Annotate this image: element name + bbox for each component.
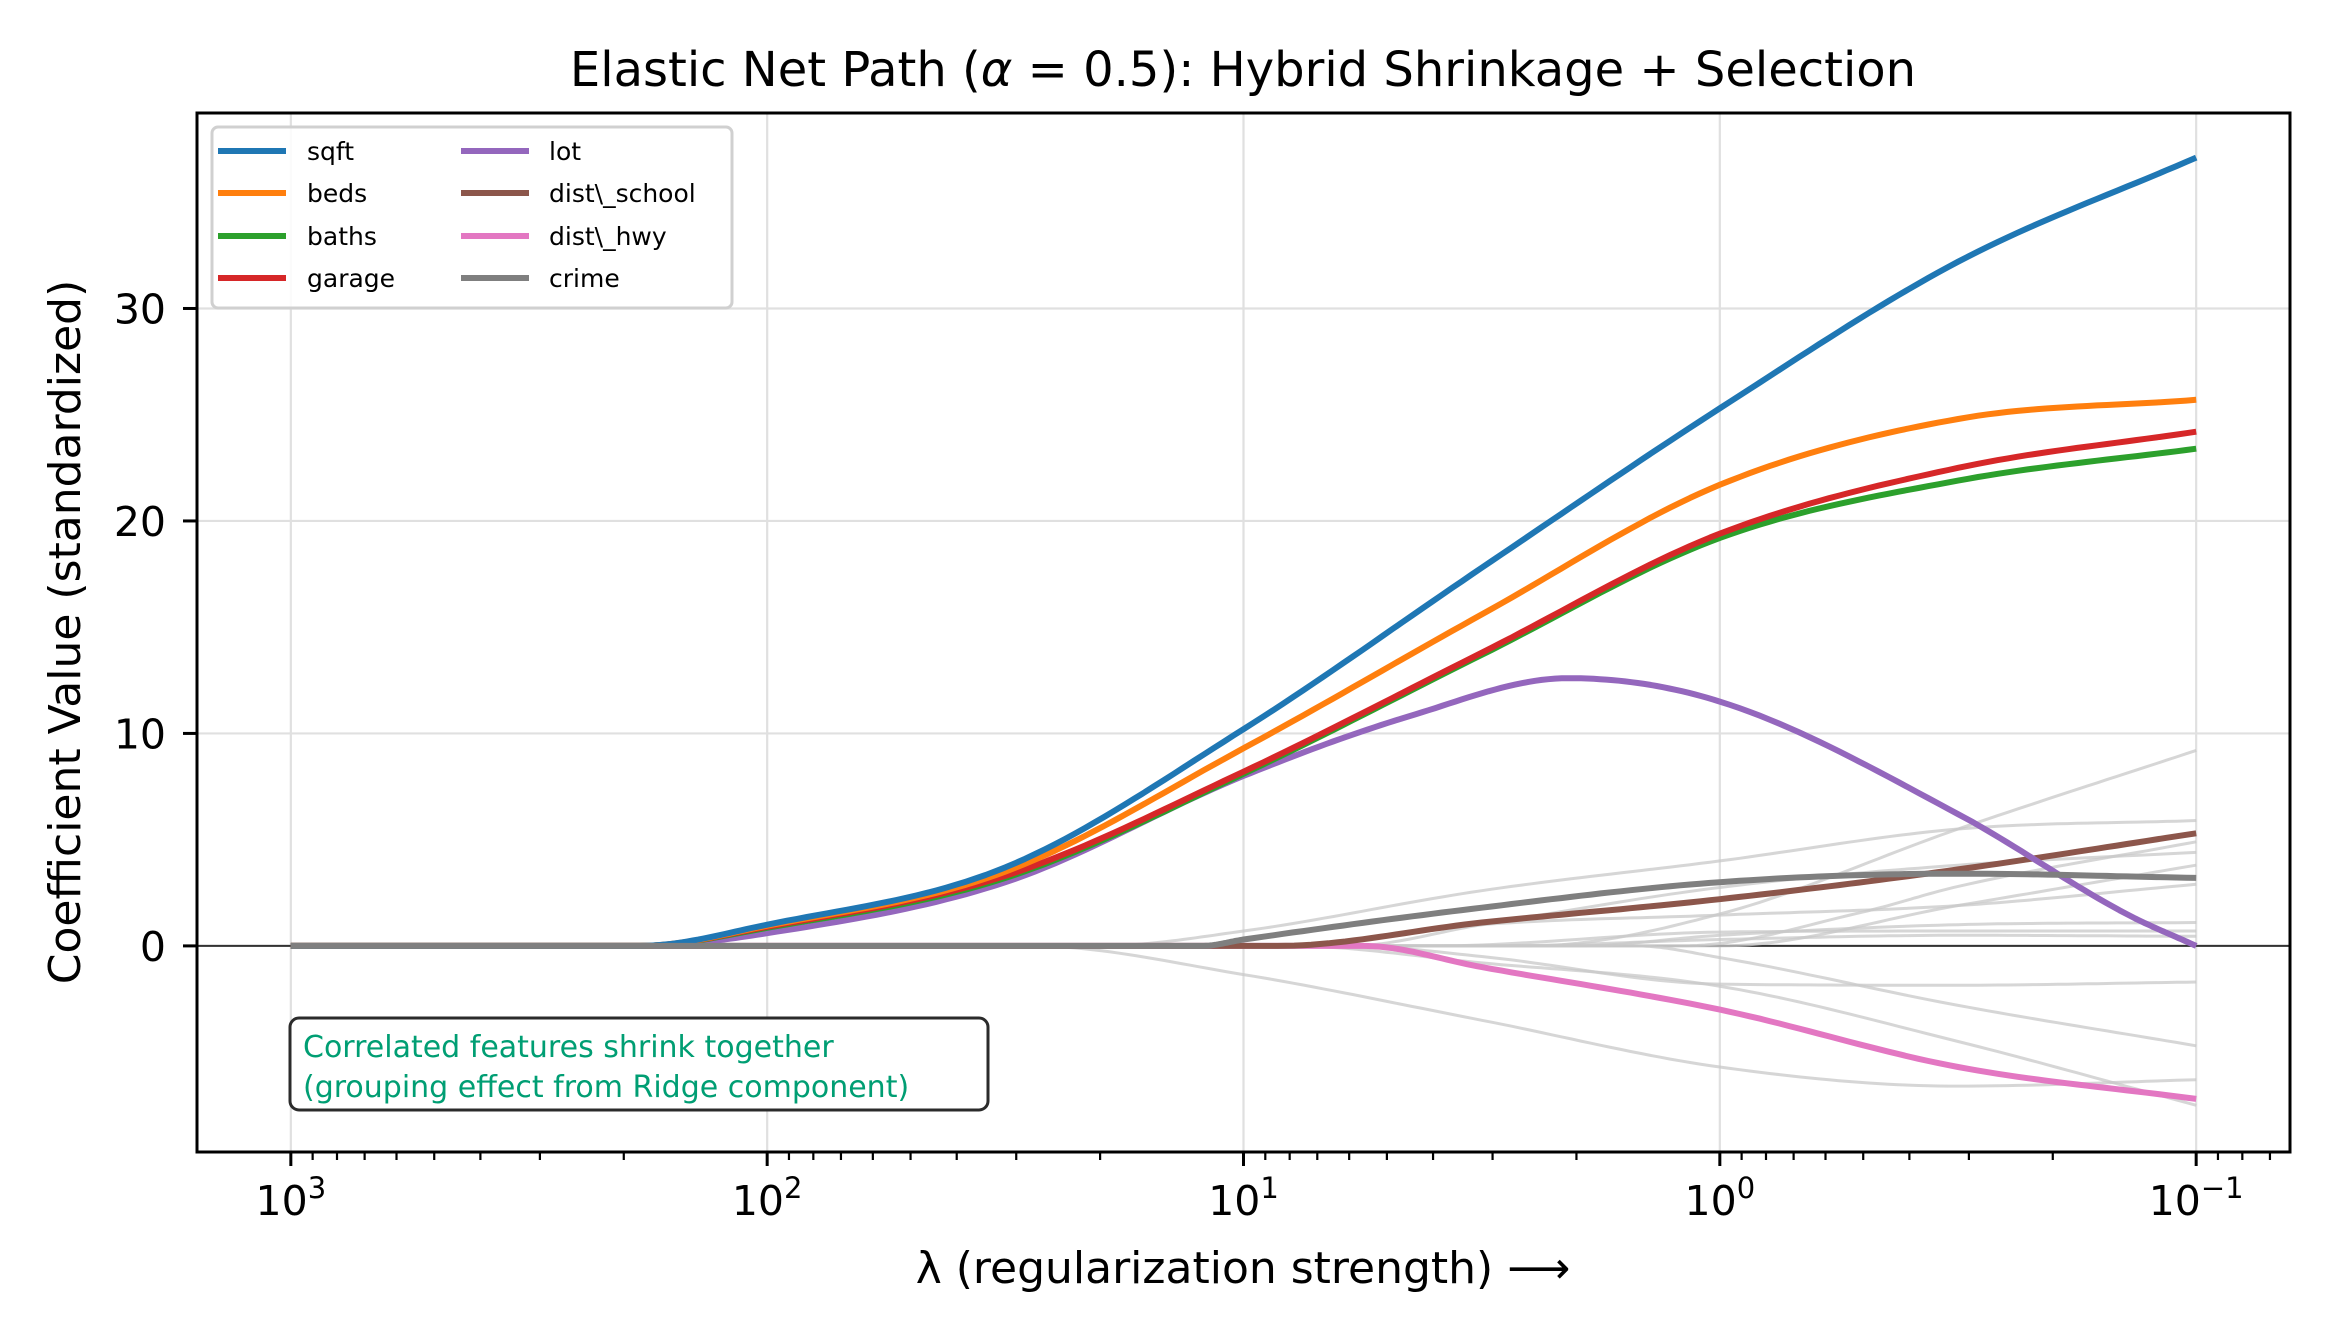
- legend-label: dist\_hwy: [549, 222, 667, 251]
- legend-label: crime: [549, 264, 620, 293]
- y-tick-label: 10: [114, 710, 166, 758]
- x-tick-exponent: 2: [784, 1171, 802, 1205]
- x-tick-label: 100: [1685, 1171, 1756, 1225]
- y-axis-ticks: 0 10 20 30: [114, 285, 197, 971]
- series-line-lot: [290, 675, 2198, 949]
- legend-item: baths: [218, 222, 377, 251]
- legend-label: beds: [307, 179, 367, 208]
- legend-item: garage: [218, 264, 395, 293]
- x-tick-base: 10: [732, 1177, 784, 1225]
- legend-item: dist\_school: [461, 179, 696, 208]
- annotation-box: Correlated features shrink together (gro…: [288, 1016, 990, 1112]
- x-tick-exponent: −1: [2201, 1171, 2244, 1205]
- annotation-line-2: (grouping effect from Ridge component): [303, 1070, 909, 1105]
- x-tick-label: 103: [256, 1171, 327, 1225]
- legend-label: baths: [307, 222, 377, 251]
- legend-label: dist\_school: [549, 179, 696, 208]
- title-equals: = 0.5: [1012, 42, 1159, 98]
- x-tick-base: 10: [1208, 1177, 1260, 1225]
- legend-label: garage: [307, 264, 395, 293]
- legend-label: lot: [549, 137, 581, 166]
- legend-label: sqft: [307, 137, 354, 166]
- annotation-line-1: Correlated features shrink together: [303, 1030, 834, 1065]
- legend-item: dist\_hwy: [461, 222, 667, 251]
- y-tick-label: 0: [140, 923, 166, 971]
- y-axis-label: Coefficient Value (standardized): [40, 280, 91, 985]
- legend-item: sqft: [218, 137, 354, 166]
- x-tick-label: 10−1: [2149, 1171, 2244, 1225]
- x-tick-base: 10: [1685, 1177, 1737, 1225]
- x-tick-base: 10: [256, 1177, 308, 1225]
- x-tick-exponent: 3: [308, 1171, 326, 1205]
- series-line-crime: [290, 870, 2197, 949]
- y-tick-label: 30: [114, 285, 166, 333]
- legend-item: beds: [218, 179, 367, 208]
- x-tick-base: 10: [2149, 1177, 2201, 1225]
- x-axis-label: λ (regularization strength) ⟶: [916, 1243, 1571, 1294]
- x-tick-exponent: 1: [1260, 1171, 1278, 1205]
- feature-coefficient-paths: [290, 154, 2198, 1102]
- x-axis-ticks: 103 102 101 100 10−1: [256, 1152, 2272, 1225]
- legend: sqft beds baths garage lot dist\_school dist\_…: [210, 125, 734, 310]
- legend-item: lot: [461, 137, 581, 166]
- title-alpha: α: [981, 42, 1013, 98]
- title-after: ): Hybrid Shrinkage + Selection: [1159, 42, 1916, 98]
- x-tick-label: 102: [732, 1171, 803, 1225]
- annotation-frame: [288, 1016, 990, 1112]
- title-before: Elastic Net Path (: [570, 42, 981, 98]
- x-tick-exponent: 0: [1737, 1171, 1755, 1205]
- chart-title: Elastic Net Path (α = 0.5): Hybrid Shrin…: [570, 42, 1916, 98]
- y-tick-label: 20: [114, 498, 166, 546]
- legend-frame: [210, 125, 734, 310]
- x-tick-label: 101: [1208, 1171, 1279, 1225]
- series-line-sqft: [290, 154, 2198, 949]
- legend-item: crime: [461, 264, 620, 293]
